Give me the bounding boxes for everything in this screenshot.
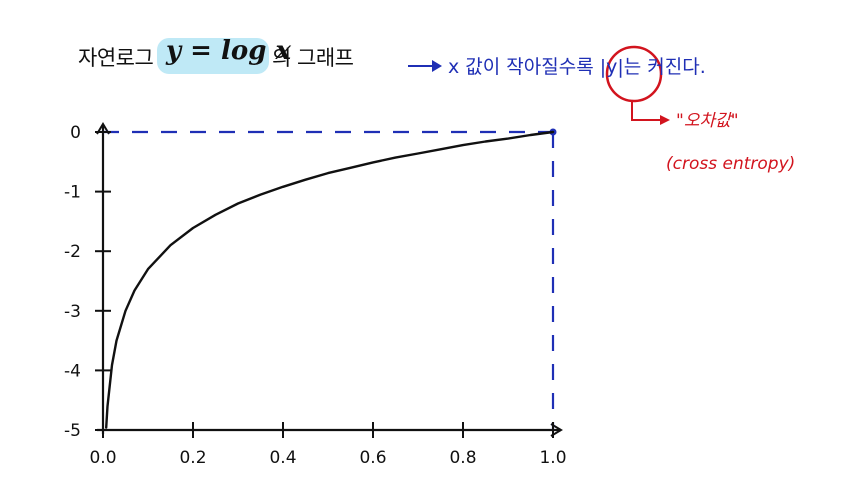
log-curve xyxy=(105,130,555,429)
red-arrowhead-icon xyxy=(660,115,670,125)
x-tick-label: 0.4 xyxy=(269,448,296,468)
abs-y-circle xyxy=(605,45,663,103)
title-prefix: 자연로그 xyxy=(78,46,154,70)
title-suffix: 의 그래프 xyxy=(272,46,354,70)
subnote-cross-entropy: (cross entropy) xyxy=(666,154,796,174)
equation-highlight xyxy=(157,38,269,74)
x-tick-label: 0.2 xyxy=(179,448,206,468)
y-axis-arrow-icon xyxy=(96,122,110,135)
y-tick-label: -2 xyxy=(64,242,81,262)
equation: y = log x xyxy=(166,36,291,66)
red-arrow-icon xyxy=(631,100,660,121)
note-text: x 값이 작아질수록 |y|는 커진다. xyxy=(448,56,706,78)
subnote-error-value: "오차값" xyxy=(676,111,739,131)
x-tick-labels: 0.0 0.2 0.4 0.6 0.8 1.0 xyxy=(89,422,567,468)
chart-axes xyxy=(96,122,563,437)
chart-series xyxy=(105,130,555,429)
x-tick-label: 0.8 xyxy=(449,448,476,468)
note-arrowhead-icon xyxy=(432,60,442,72)
x-axis-arrow-icon xyxy=(550,423,563,437)
x-tick-label: 1.0 xyxy=(539,448,566,468)
y-tick-label: -5 xyxy=(64,421,81,441)
y-tick-label: -3 xyxy=(64,302,81,322)
y-tick-label: -4 xyxy=(64,361,81,381)
y-tick-label: 0 xyxy=(70,123,81,143)
y-tick-labels: 0 -1 -2 -3 -4 -5 xyxy=(64,123,111,441)
x-tick-label: 0.0 xyxy=(89,448,116,468)
x-tick-label: 0.6 xyxy=(359,448,386,468)
y-tick-label: -1 xyxy=(64,183,81,203)
